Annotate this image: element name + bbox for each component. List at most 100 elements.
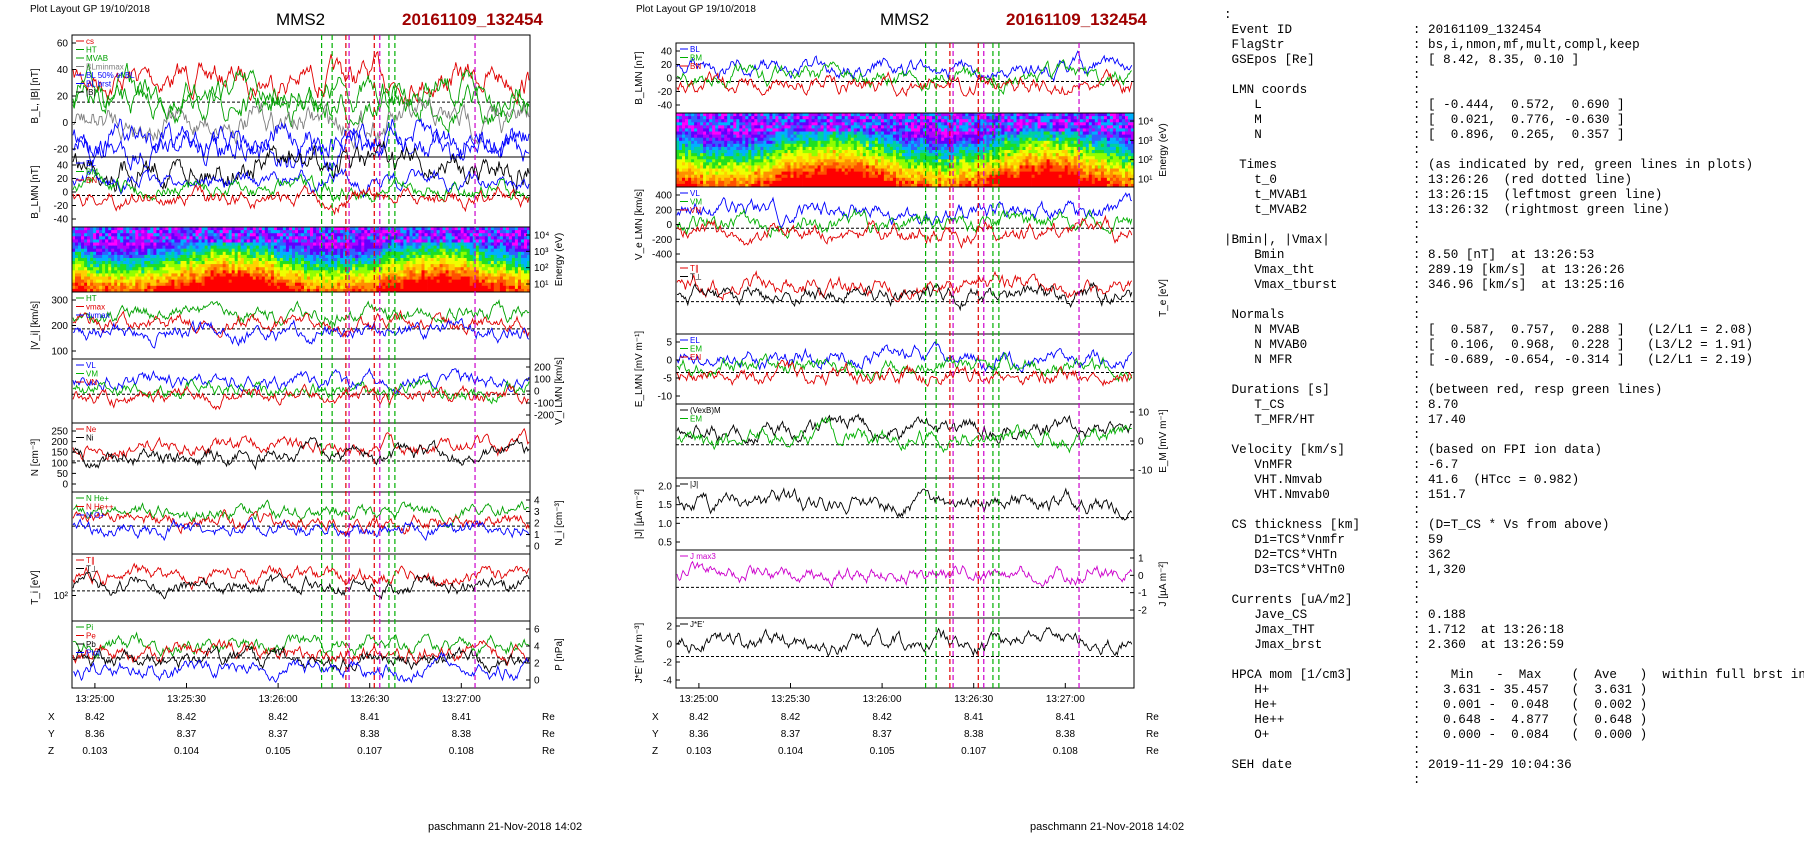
spectrogram-cell — [793, 171, 797, 176]
spectrogram-cell — [343, 236, 347, 240]
spectrogram-cell — [288, 288, 293, 293]
spectrogram-cell — [820, 183, 824, 188]
spectrogram-cell — [511, 264, 516, 268]
spectrogram-cell — [451, 254, 456, 259]
spectrogram-cell — [700, 128, 704, 132]
spectrogram-cell — [135, 282, 139, 287]
spectrogram-cell — [715, 116, 719, 120]
spectrogram-cell — [183, 270, 187, 274]
spectrogram-cell — [427, 236, 431, 240]
spectrogram-cell — [436, 227, 440, 231]
spectrogram-cell — [93, 248, 97, 253]
spectrogram-cell — [403, 236, 407, 240]
spectrogram-cell — [216, 236, 220, 240]
spectrogram-cell — [757, 156, 761, 160]
spectrogram-cell — [739, 134, 743, 139]
spectrogram-cell — [487, 270, 492, 274]
spectrogram-cell — [841, 128, 846, 132]
spectrogram-cell — [331, 233, 335, 237]
y-tick-label: 10³ — [534, 247, 549, 258]
spectrogram-cell — [304, 245, 308, 250]
spectrogram-cell — [448, 279, 452, 284]
spectrogram-cell — [292, 239, 296, 243]
spectrogram-cell — [270, 248, 275, 253]
spectrogram-cell — [527, 236, 531, 240]
spectrogram-cell — [231, 279, 236, 284]
spectrogram-cell — [826, 174, 831, 179]
spectrogram-cell — [279, 251, 284, 256]
spectrogram-cell — [817, 159, 821, 163]
spectrogram-cell — [421, 242, 425, 246]
spectrogram-cell — [376, 239, 380, 243]
spectrogram-cell — [682, 150, 686, 154]
spectrogram-cell — [325, 248, 329, 253]
spectrogram-cell — [448, 245, 452, 250]
spectrogram-cell — [712, 159, 716, 163]
spectrogram-cell — [688, 122, 692, 126]
spectrogram-cell — [195, 270, 199, 274]
spectrogram-cell — [754, 153, 758, 157]
spectrogram-cell — [793, 183, 797, 188]
spectrogram-cell — [328, 282, 332, 287]
spectrogram-cell — [484, 251, 489, 256]
spectrogram-cell — [430, 248, 434, 253]
spectrogram-cell — [769, 180, 773, 185]
spectrogram-cell — [859, 159, 864, 163]
spectrogram-cell — [826, 168, 831, 172]
spectrogram-cell — [391, 254, 395, 259]
spectrogram-cell — [219, 264, 223, 268]
spectrogram-cell — [838, 159, 843, 163]
spectrogram-cell — [688, 159, 692, 163]
spectrogram-cell — [403, 276, 407, 280]
spectrogram-cell — [340, 251, 344, 256]
spectrogram-cell — [685, 174, 689, 179]
spectrogram-cell — [168, 282, 172, 287]
spectrogram-cell — [78, 248, 82, 253]
spectrogram-cell — [730, 171, 734, 176]
spectrogram-cell — [436, 248, 440, 253]
spectrogram-cell — [216, 279, 220, 284]
spectrogram-cell — [475, 288, 480, 293]
spectrogram-cell — [481, 264, 486, 268]
spectrogram-cell — [120, 276, 124, 280]
spectrogram-cell — [156, 264, 160, 268]
spectrogram-cell — [391, 233, 395, 237]
spectrogram-cell — [367, 230, 371, 234]
spectrogram-cell — [114, 261, 118, 265]
spectrogram-cell — [448, 285, 452, 290]
spectrogram-cell — [826, 128, 831, 132]
spectrogram-cell — [799, 171, 803, 176]
spectrogram-cell — [448, 227, 452, 231]
spectrogram-cell — [165, 267, 169, 271]
spectrogram-cell — [138, 273, 142, 277]
spectrogram-cell — [457, 233, 462, 237]
spectrogram-cell — [469, 236, 474, 240]
spectrogram-cell — [367, 245, 371, 250]
spectrogram-cell — [811, 113, 815, 117]
spectrogram-cell — [352, 227, 356, 231]
spectrogram-cell — [424, 233, 428, 237]
spectrogram-cell — [427, 270, 431, 274]
spectrogram-cell — [343, 245, 347, 250]
spectrogram-cell — [430, 276, 434, 280]
spectrogram-cell — [174, 267, 178, 271]
spectrogram-cell — [841, 162, 846, 166]
spectrogram-cell — [511, 227, 516, 231]
spectrogram-cell — [826, 159, 831, 163]
spectrogram-cell — [703, 165, 707, 169]
spectrogram-cell — [183, 245, 187, 250]
spectrogram-cell — [466, 236, 471, 240]
spectrogram-cell — [521, 264, 525, 268]
spectrogram-cell — [319, 230, 323, 234]
spectrogram-cell — [108, 230, 112, 234]
y-tick-label: 0 — [534, 676, 540, 687]
spectrogram-cell — [105, 273, 109, 277]
spectrogram-cell — [243, 258, 248, 262]
spectrogram-cell — [430, 230, 434, 234]
spectrogram-cell — [448, 233, 452, 237]
spectrogram-cell — [754, 183, 758, 188]
spectrogram-cell — [364, 285, 368, 290]
spectrogram-cell — [279, 279, 284, 284]
spectrogram-cell — [709, 150, 713, 154]
spectrogram-cell — [421, 236, 425, 240]
